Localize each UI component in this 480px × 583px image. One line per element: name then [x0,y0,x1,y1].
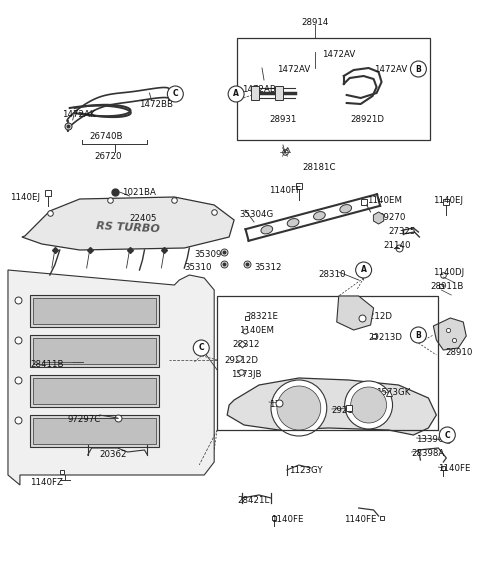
Text: 20362: 20362 [100,450,127,459]
Text: 26720: 26720 [95,152,122,161]
Text: 1140FE: 1140FE [344,515,376,524]
Text: 11533: 11533 [269,400,297,409]
Circle shape [410,327,426,343]
Circle shape [271,380,327,436]
Text: 1472AB: 1472AB [242,85,276,94]
Bar [33,338,156,364]
Circle shape [277,386,321,430]
Text: 27325: 27325 [388,227,416,236]
Ellipse shape [313,212,325,220]
Bar [217,296,438,430]
Text: 1472AV: 1472AV [322,50,355,59]
Text: 1021BA: 1021BA [121,188,156,197]
Ellipse shape [340,205,351,213]
Text: C: C [444,430,450,440]
Text: 29213D: 29213D [332,406,366,415]
Text: C: C [198,343,204,353]
Text: 28181C: 28181C [302,163,336,172]
Text: 1140FE: 1140FE [271,515,303,524]
Text: 35309: 35309 [194,250,222,259]
Text: 28910: 28910 [445,348,473,357]
Text: 1472BB: 1472BB [140,100,173,109]
Text: 1472AV: 1472AV [277,65,310,74]
Text: 35312: 35312 [254,263,282,272]
Text: 1140EJ: 1140EJ [10,193,40,202]
Text: 1339GA: 1339GA [417,435,451,444]
Polygon shape [227,378,436,435]
Text: B: B [416,331,421,339]
Polygon shape [22,197,234,250]
Text: 1140EJ: 1140EJ [433,196,463,205]
Bar [237,38,431,140]
Text: 1573JB: 1573JB [231,370,262,379]
Ellipse shape [287,219,299,227]
Text: 28321E: 28321E [245,312,278,321]
Text: 1140DJ: 1140DJ [433,268,465,277]
Text: 1140FZ: 1140FZ [30,478,63,487]
Text: 21140: 21140 [384,241,411,250]
Text: 1140FF: 1140FF [269,186,301,195]
Text: A: A [233,90,239,99]
Bar [275,86,283,100]
Text: 29212D: 29212D [359,312,393,321]
Circle shape [168,86,183,102]
Text: 26740B: 26740B [90,132,123,141]
Text: 28911B: 28911B [431,282,464,291]
Text: 1140EM: 1140EM [239,326,274,335]
Text: 1472AV: 1472AV [373,65,407,74]
Text: 28921D: 28921D [351,115,384,124]
Circle shape [410,61,426,77]
Text: 22405: 22405 [130,214,157,223]
Text: B: B [416,65,421,73]
Text: 29212D: 29212D [224,356,258,365]
Circle shape [356,262,372,278]
Text: 97297C: 97297C [68,415,101,424]
Text: 1140FE: 1140FE [438,464,471,473]
Polygon shape [373,212,384,224]
Bar [33,418,156,444]
Circle shape [193,340,209,356]
Text: 39270: 39270 [379,213,406,222]
Text: 28931: 28931 [269,115,296,124]
Text: 28398A: 28398A [411,449,444,458]
Text: 1123GY: 1123GY [289,466,323,475]
Circle shape [439,427,456,443]
Polygon shape [337,296,373,330]
Bar [251,86,259,100]
Text: RS TURBO: RS TURBO [96,222,160,235]
Bar [30,375,159,407]
Text: 28310: 28310 [319,270,346,279]
Text: 1573GK: 1573GK [375,388,410,397]
Text: 1472AK: 1472AK [62,110,95,119]
Bar [30,335,159,367]
Text: A: A [360,265,367,275]
Text: 28312: 28312 [232,340,260,349]
Text: 28421L: 28421L [237,496,269,505]
Text: 1140EM: 1140EM [367,196,402,205]
Circle shape [228,86,244,102]
Text: 35310: 35310 [184,263,212,272]
Text: C: C [172,90,178,99]
Text: 28411B: 28411B [30,360,63,369]
Text: 35304G: 35304G [239,210,273,219]
Circle shape [351,387,386,423]
Ellipse shape [261,226,273,234]
Text: 29213D: 29213D [369,333,403,342]
Polygon shape [433,318,466,350]
Bar [30,415,159,447]
Polygon shape [8,270,214,485]
Bar [33,378,156,404]
Bar [33,298,156,324]
Text: 28914: 28914 [301,18,328,27]
Bar [30,295,159,327]
Circle shape [345,381,393,429]
